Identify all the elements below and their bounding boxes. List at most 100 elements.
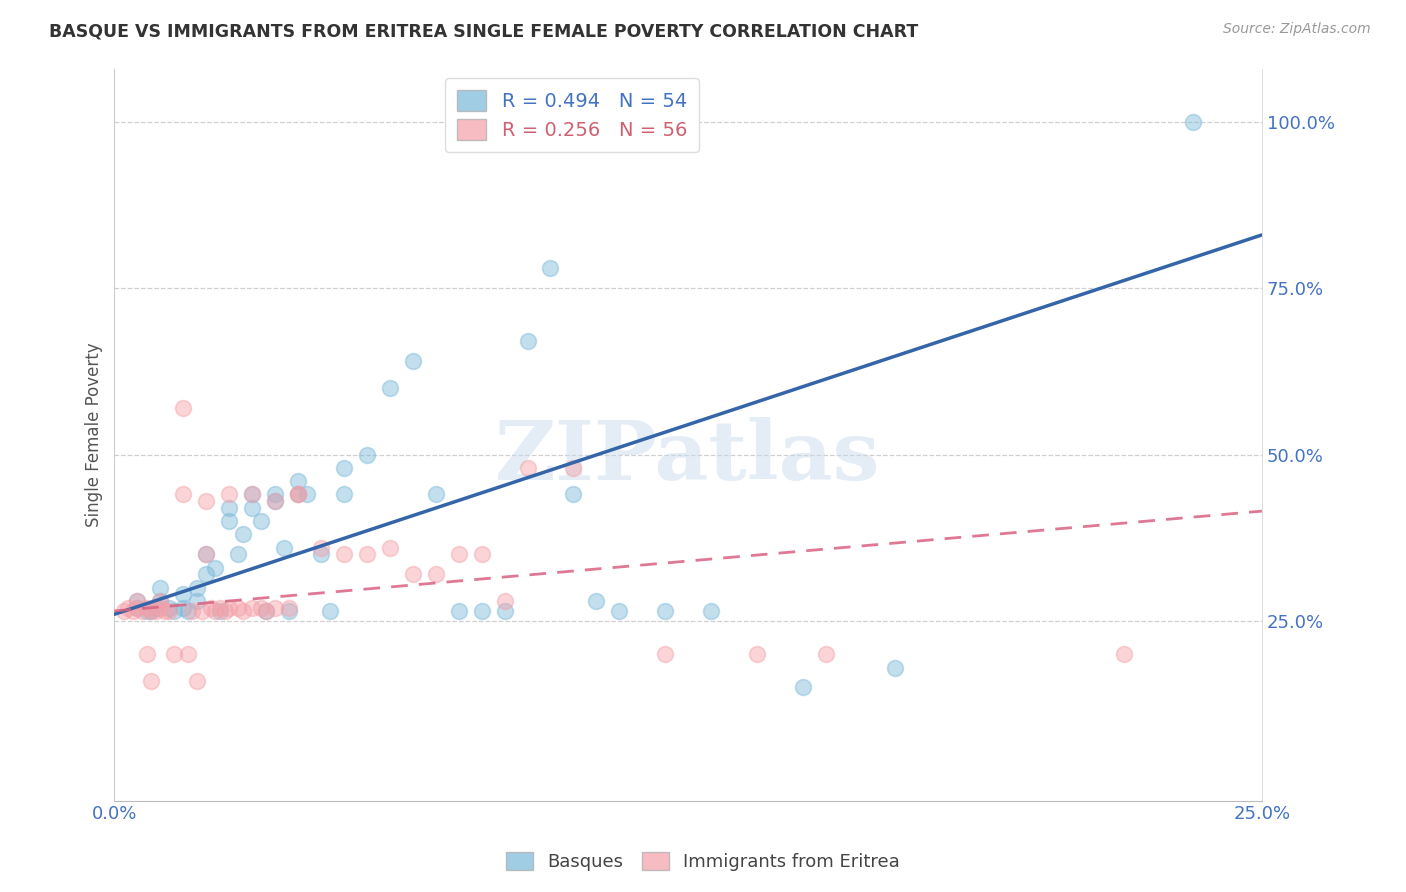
Point <box>186 581 208 595</box>
Point <box>117 600 139 615</box>
Point <box>195 547 218 561</box>
Point <box>139 604 162 618</box>
Point <box>145 604 167 618</box>
Point <box>319 604 342 618</box>
Text: BASQUE VS IMMIGRANTS FROM ERITREA SINGLE FEMALE POVERTY CORRELATION CHART: BASQUE VS IMMIGRANTS FROM ERITREA SINGLE… <box>49 22 918 40</box>
Point <box>204 604 226 618</box>
Point <box>149 600 172 615</box>
Point <box>250 600 273 615</box>
Point <box>186 673 208 688</box>
Point <box>208 604 231 618</box>
Point <box>195 494 218 508</box>
Point <box>172 487 194 501</box>
Point <box>356 547 378 561</box>
Point <box>425 487 447 501</box>
Point <box>471 547 494 561</box>
Point <box>607 604 630 618</box>
Point <box>214 604 236 618</box>
Point <box>135 647 157 661</box>
Legend: Basques, Immigrants from Eritrea: Basques, Immigrants from Eritrea <box>499 846 907 879</box>
Point <box>127 600 149 615</box>
Point <box>240 487 263 501</box>
Point <box>163 647 186 661</box>
Point <box>139 604 162 618</box>
Point <box>172 600 194 615</box>
Point <box>447 547 470 561</box>
Point <box>163 604 186 618</box>
Point <box>654 604 676 618</box>
Point <box>378 541 401 555</box>
Point <box>287 487 309 501</box>
Point <box>228 600 250 615</box>
Point <box>333 547 356 561</box>
Point <box>309 541 332 555</box>
Point <box>254 604 277 618</box>
Point <box>127 600 149 615</box>
Point <box>494 604 516 618</box>
Point <box>471 604 494 618</box>
Point <box>240 487 263 501</box>
Point <box>240 500 263 515</box>
Point <box>135 604 157 618</box>
Point <box>264 600 287 615</box>
Point <box>112 604 135 618</box>
Point <box>494 594 516 608</box>
Point <box>149 581 172 595</box>
Point <box>277 604 299 618</box>
Text: ZIPatlas: ZIPatlas <box>495 417 882 497</box>
Point <box>181 604 204 618</box>
Point <box>447 604 470 618</box>
Point <box>208 600 231 615</box>
Point <box>585 594 607 608</box>
Point <box>333 460 356 475</box>
Point <box>295 487 318 501</box>
Point <box>1182 115 1205 129</box>
Point <box>540 261 562 276</box>
Point <box>186 594 208 608</box>
Point <box>562 460 585 475</box>
Point <box>218 600 240 615</box>
Point <box>218 487 240 501</box>
Point <box>700 604 723 618</box>
Point <box>516 334 538 349</box>
Point <box>264 487 287 501</box>
Point <box>264 494 287 508</box>
Point <box>378 381 401 395</box>
Point <box>745 647 768 661</box>
Point <box>204 560 226 574</box>
Point <box>277 600 299 615</box>
Point <box>425 567 447 582</box>
Point <box>145 600 167 615</box>
Point <box>218 500 240 515</box>
Point <box>232 527 254 541</box>
Legend: R = 0.494   N = 54, R = 0.256   N = 56: R = 0.494 N = 54, R = 0.256 N = 56 <box>446 78 699 152</box>
Text: Source: ZipAtlas.com: Source: ZipAtlas.com <box>1223 22 1371 37</box>
Point <box>195 567 218 582</box>
Point <box>264 494 287 508</box>
Point <box>149 594 172 608</box>
Point <box>172 587 194 601</box>
Point <box>402 354 425 368</box>
Point <box>814 647 837 661</box>
Point <box>254 604 277 618</box>
Point <box>273 541 295 555</box>
Y-axis label: Single Female Poverty: Single Female Poverty <box>86 343 103 527</box>
Point <box>562 487 585 501</box>
Point <box>309 547 332 561</box>
Point <box>228 547 250 561</box>
Point <box>177 647 200 661</box>
Point <box>172 401 194 415</box>
Point <box>1114 647 1136 661</box>
Point <box>792 681 814 695</box>
Point <box>153 604 176 618</box>
Point <box>190 604 212 618</box>
Point <box>240 600 263 615</box>
Point <box>127 594 149 608</box>
Point <box>121 604 143 618</box>
Point <box>135 600 157 615</box>
Point <box>516 460 538 475</box>
Point <box>218 514 240 528</box>
Point <box>333 487 356 501</box>
Point <box>287 474 309 488</box>
Point <box>127 594 149 608</box>
